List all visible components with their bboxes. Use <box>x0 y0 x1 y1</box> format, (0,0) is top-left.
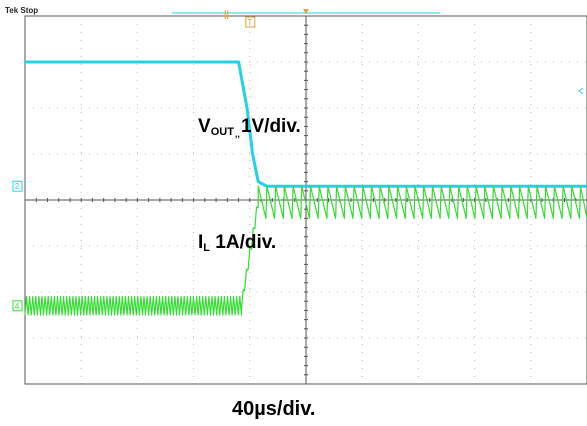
ch2-marker: 2 <box>15 182 20 191</box>
il-trace <box>24 185 587 316</box>
vout-label-scale: 1V/div. <box>240 116 301 137</box>
scope-status: Tek Stop <box>5 6 39 15</box>
vout-label-sep: ,, <box>234 129 240 139</box>
vout-label: VOUT,,1V/div. <box>198 116 301 139</box>
graticule <box>24 15 587 385</box>
il-label-scale: 1A/div. <box>215 232 277 253</box>
channel-markers: T 2 4 <box>12 16 256 312</box>
trigger-marker-box <box>245 16 256 28</box>
ch4-marker-box <box>12 300 23 312</box>
record-position-mark: || <box>224 9 229 19</box>
vout-label-sub: OUT <box>210 126 234 138</box>
ch4-marker: 4 <box>15 302 20 311</box>
vout-label-main: V <box>198 116 211 137</box>
time-scale-label: 40µs/div. <box>232 398 316 420</box>
il-label-main: I <box>198 232 204 253</box>
trigger-position-arrow <box>303 9 309 14</box>
il-label-sub: L <box>203 242 211 254</box>
ch2-marker-box <box>12 180 23 192</box>
trigger-cursors: || <box>172 9 584 95</box>
trigger-marker: T <box>247 18 252 27</box>
trigger-level-arrow <box>578 87 584 95</box>
il-label: IL 1A/div. <box>198 232 276 254</box>
